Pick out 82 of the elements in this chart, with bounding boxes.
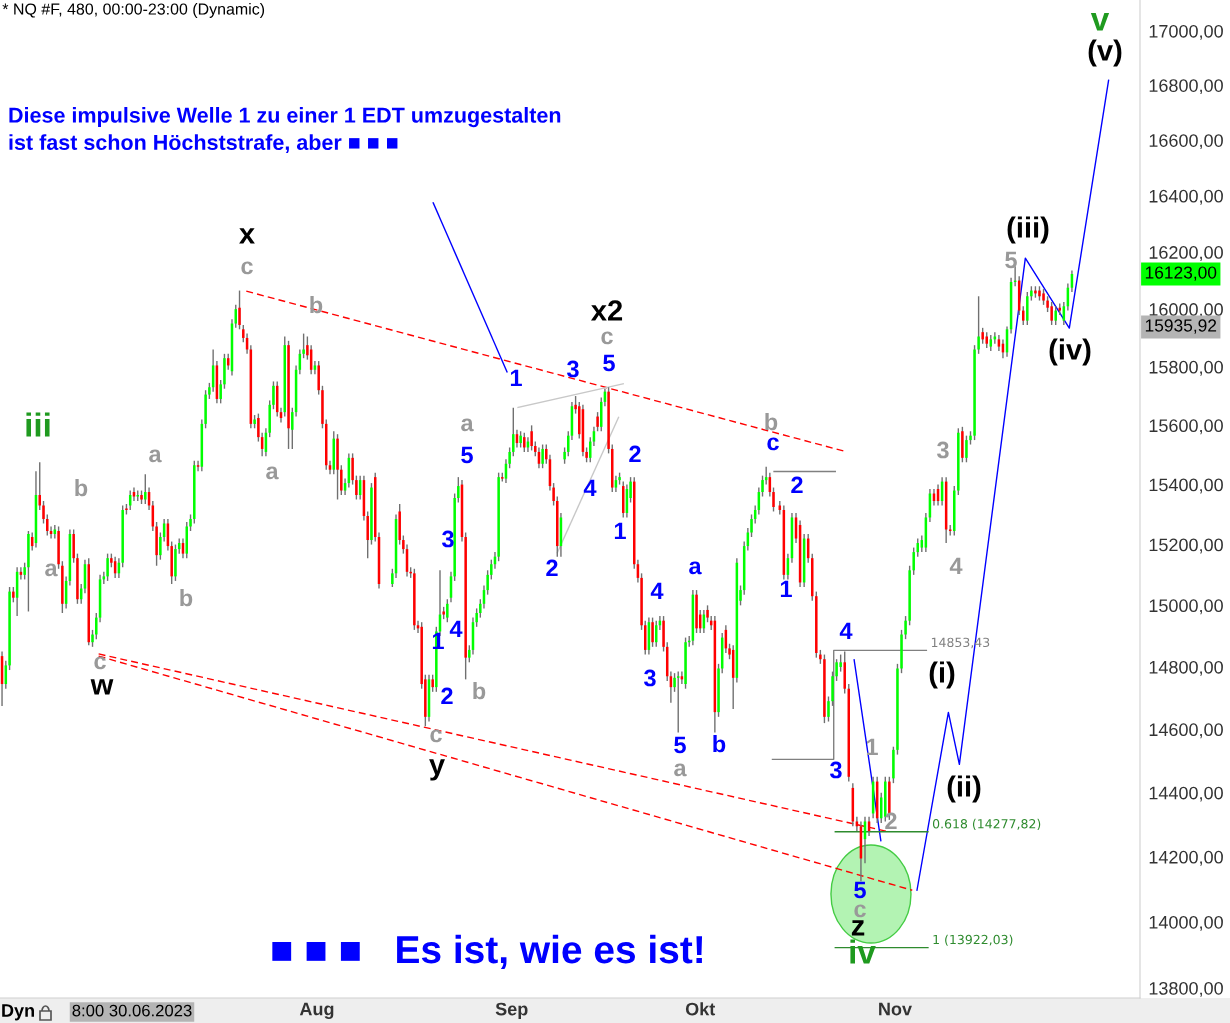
x-tick-label: Aug bbox=[299, 1002, 334, 1019]
annotation: x bbox=[239, 228, 255, 244]
annotation: 4 bbox=[449, 620, 463, 638]
annotation: a bbox=[674, 763, 687, 777]
y-tick-label: 15000,00 bbox=[1149, 599, 1223, 615]
annotation: 3 bbox=[936, 441, 949, 459]
y-tick-label: 16400,00 bbox=[1149, 189, 1223, 205]
y-tick-label: 16000,00 bbox=[1149, 303, 1223, 319]
annotation: 2 bbox=[885, 812, 897, 830]
annotation: a bbox=[461, 418, 474, 432]
x-tick-label: Okt bbox=[685, 1002, 716, 1016]
annotation: 3 bbox=[643, 669, 656, 687]
y-tick-label: 16200,00 bbox=[1149, 246, 1223, 262]
annotation: c bbox=[241, 261, 253, 275]
annotation: v bbox=[1090, 13, 1110, 31]
annotation: 3 bbox=[566, 360, 579, 378]
annotation: Diese impulsive Welle 1 zu einer 1 EDT umzugestalten ist fast schon Höchststrafe, aber ■ ■ ■ bbox=[9, 107, 561, 154]
annotation: c bbox=[601, 331, 613, 345]
annotation: z bbox=[851, 920, 865, 936]
annotation: 3 bbox=[829, 761, 842, 779]
annotation: 1 bbox=[780, 580, 792, 598]
data-label: 0.618 (14277,82) bbox=[932, 818, 1041, 830]
text: 8:00 30.06.2023 bbox=[72, 1004, 192, 1017]
annotation: 5 bbox=[1005, 251, 1017, 269]
data-label: 1 (13922,03) bbox=[933, 934, 1013, 946]
y-tick-label: 16800,00 bbox=[1149, 79, 1223, 95]
annotation: 4 bbox=[650, 582, 664, 600]
y-tick-label: 14800,00 bbox=[1149, 660, 1223, 676]
annotation: ■ ■ ■ Es ist, wie es ist! bbox=[272, 934, 703, 970]
y-tick-label: 16600,00 bbox=[1149, 134, 1223, 150]
annotation: 2 bbox=[629, 445, 641, 463]
annotation: c bbox=[94, 656, 106, 670]
x-tick-label: Sep bbox=[495, 1002, 528, 1019]
annotation: 5 bbox=[603, 354, 615, 372]
annotation: 1 bbox=[510, 369, 522, 387]
annotation: a bbox=[689, 561, 702, 575]
annotation: w bbox=[90, 679, 114, 695]
y-tick-label: 15200,00 bbox=[1149, 538, 1223, 554]
annotation: b bbox=[75, 478, 88, 497]
annotation: a bbox=[45, 563, 58, 577]
annotation: 2 bbox=[791, 476, 803, 494]
annotation: (ii) bbox=[947, 775, 981, 803]
annotation: (iii) bbox=[1007, 216, 1049, 244]
annotation: c bbox=[854, 904, 866, 918]
annotation: b bbox=[713, 734, 726, 753]
y-tick-label: 14600,00 bbox=[1149, 723, 1223, 739]
annotation: 4 bbox=[839, 622, 853, 640]
annotation: 2 bbox=[546, 559, 558, 577]
annotation: 5 bbox=[854, 881, 866, 899]
annotation: 4 bbox=[949, 557, 963, 575]
y-tick-label: 17000,00 bbox=[1149, 24, 1223, 40]
annotation: 5 bbox=[461, 446, 473, 464]
y-tick-label: 15600,00 bbox=[1149, 419, 1223, 435]
text: 16123,00 bbox=[1145, 266, 1217, 281]
annotation: b bbox=[765, 412, 778, 431]
y-tick-label: 14000,00 bbox=[1149, 915, 1223, 931]
annotation: (v) bbox=[1088, 39, 1122, 67]
y-tick-label: 14400,00 bbox=[1149, 786, 1223, 802]
annotation: 1 bbox=[866, 738, 878, 756]
annotation: a bbox=[149, 449, 162, 463]
annotation: c bbox=[430, 729, 442, 743]
annotation: (iv) bbox=[1049, 338, 1091, 366]
annotation: (i) bbox=[929, 661, 955, 689]
text: Dyn bbox=[2, 1004, 34, 1021]
annotation: iii bbox=[26, 412, 50, 437]
annotation: a bbox=[266, 466, 279, 480]
y-tick-label: 14200,00 bbox=[1149, 850, 1223, 866]
y-tick-label: 15800,00 bbox=[1149, 360, 1223, 376]
text: 15935,92 bbox=[1145, 319, 1217, 334]
chart-title: * NQ #F, 480, 00:00-23:00 (Dynamic) bbox=[2, 2, 265, 18]
annotation: c bbox=[767, 437, 779, 451]
annotation: x2 bbox=[590, 300, 623, 321]
annotation: y bbox=[429, 759, 445, 781]
annotation: 4 bbox=[583, 479, 597, 497]
annotation: b bbox=[473, 681, 486, 700]
x-tick-label: Nov bbox=[879, 1002, 912, 1016]
y-tick-label: 15400,00 bbox=[1149, 478, 1223, 494]
y-tick-label: 13800,00 bbox=[1149, 981, 1223, 997]
annotation: 1 bbox=[614, 522, 626, 540]
annotation: 5 bbox=[674, 736, 686, 754]
annotation: b bbox=[180, 588, 193, 607]
annotation: 2 bbox=[441, 687, 453, 705]
